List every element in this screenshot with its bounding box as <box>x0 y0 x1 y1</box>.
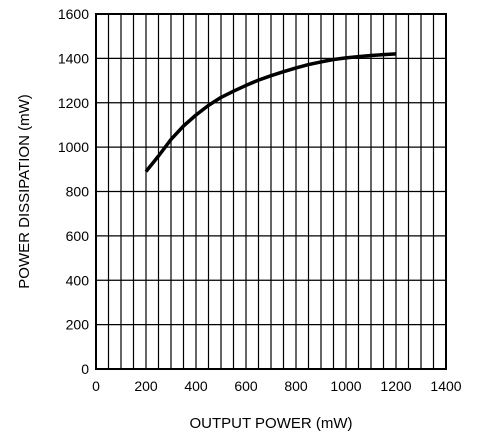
y-tick-label: 1600 <box>58 6 89 22</box>
x-tick-label: 200 <box>134 378 158 394</box>
x-tick-label: 1200 <box>380 378 411 394</box>
x-tick-label: 400 <box>184 378 208 394</box>
x-tick-label: 1000 <box>330 378 361 394</box>
y-tick-label: 1000 <box>58 139 89 155</box>
x-tick-label: 800 <box>284 378 308 394</box>
x-tick-label: 1400 <box>430 378 461 394</box>
x-tick-label: 0 <box>92 378 100 394</box>
y-tick-label: 400 <box>66 272 90 288</box>
y-tick-label: 1400 <box>58 50 89 66</box>
y-tick-label: 0 <box>81 361 89 377</box>
series-line <box>144 52 397 173</box>
plot-frame <box>95 13 447 370</box>
tick-labels: 0 200 400 600 800 1000 1200 1400 0 200 400 600 800 10… <box>58 6 462 394</box>
y-tick-label: 800 <box>66 184 90 200</box>
y-tick-label: 1200 <box>58 95 89 111</box>
y-tick-label: 600 <box>66 228 90 244</box>
x-tick-label: 600 <box>234 378 258 394</box>
x-axis-label: OUTPUT POWER (mW) <box>189 415 352 432</box>
grid <box>96 14 446 369</box>
y-axis-label: POWER DISSIPATION (mW) <box>16 94 33 288</box>
y-tick-label: 200 <box>66 317 90 333</box>
